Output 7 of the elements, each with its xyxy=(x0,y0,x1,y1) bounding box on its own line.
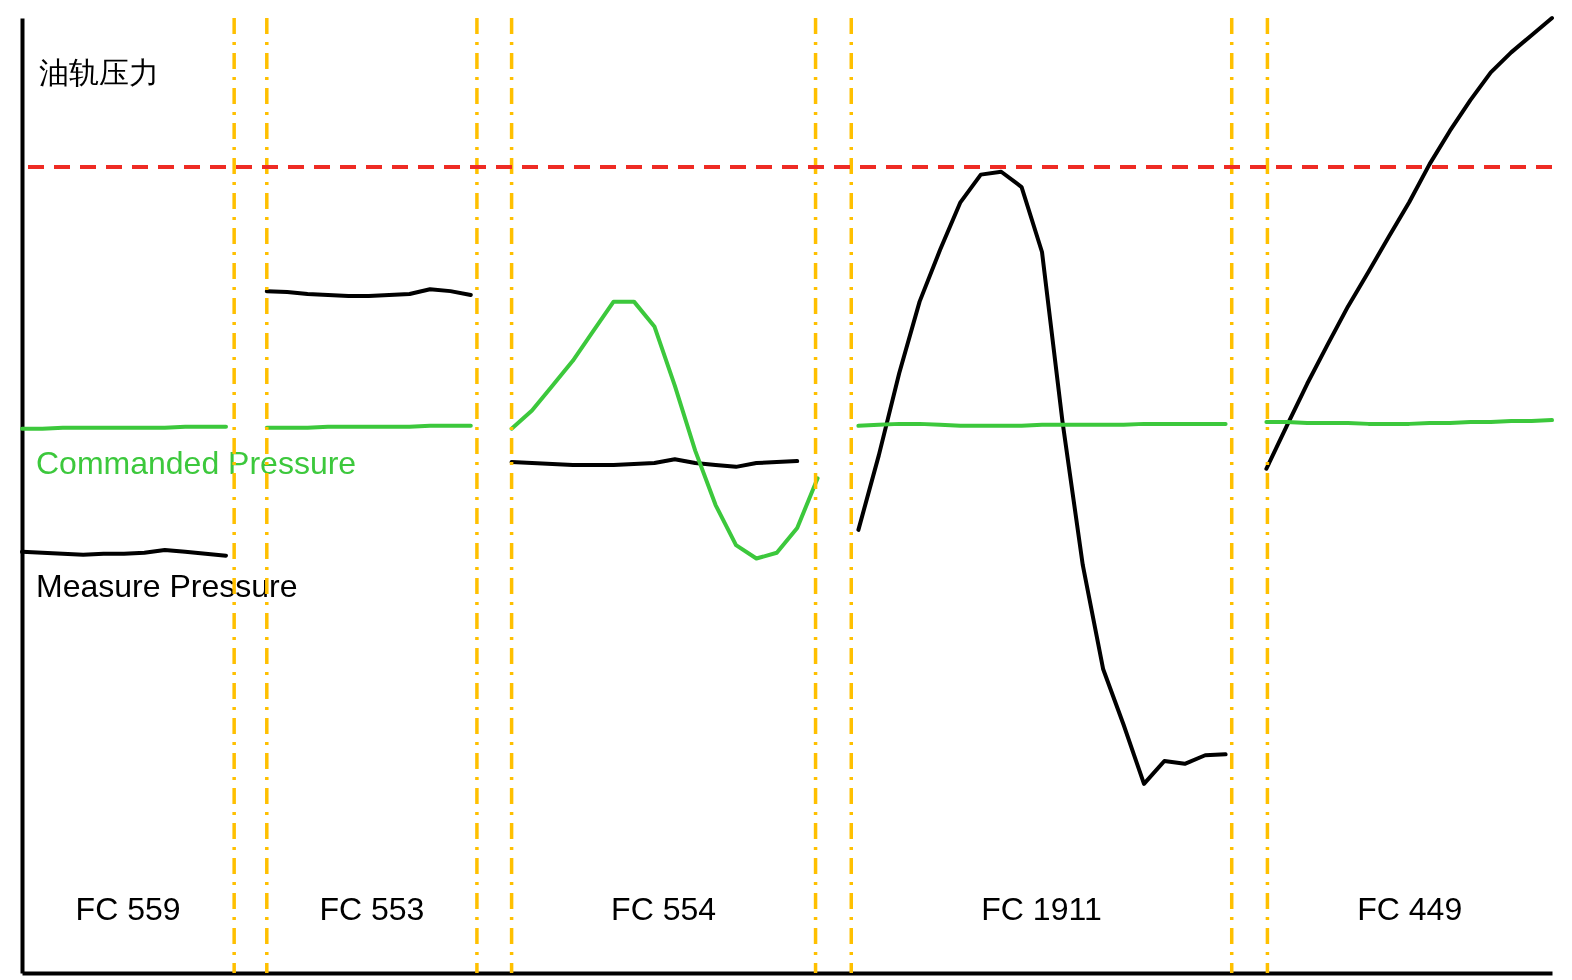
annotation: FC 553 xyxy=(319,890,425,927)
annotation: FC 559 xyxy=(75,890,181,927)
y-axis-title: 油轨压力 xyxy=(38,55,159,89)
annotation: FC 1911 xyxy=(981,890,1102,927)
series-label: Commanded Pressure xyxy=(36,444,357,481)
annotation: FC 554 xyxy=(611,890,717,927)
annotation: FC 449 xyxy=(1357,890,1463,927)
